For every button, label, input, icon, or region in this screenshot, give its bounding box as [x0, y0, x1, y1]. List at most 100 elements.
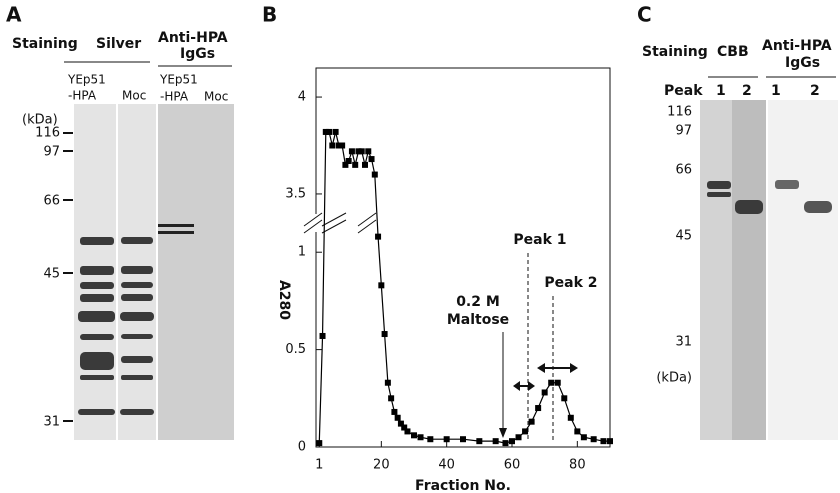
data-point — [391, 408, 398, 415]
panel-letter: A — [6, 3, 22, 27]
data-point — [535, 405, 542, 412]
data-point — [509, 438, 515, 445]
data-point — [607, 438, 613, 445]
data-point — [362, 161, 368, 168]
marker-label: 116 — [35, 126, 60, 141]
lane-label: Moc — [122, 89, 146, 103]
staining-label: Staining — [642, 44, 708, 60]
marker-label: 45 — [43, 267, 60, 282]
unit-label: (kDa) — [22, 113, 58, 128]
data-point — [443, 436, 450, 443]
data-point — [404, 428, 411, 435]
range-arrows — [513, 363, 578, 391]
data-point — [345, 158, 352, 164]
panel-a: A Staining Silver Anti-HPA IgGs YEp51 -H… — [6, 3, 234, 440]
blot-band — [158, 231, 194, 234]
data-point — [332, 128, 339, 135]
gel-bands — [78, 237, 154, 415]
x-tick-label: 40 — [438, 458, 455, 473]
lane-label: -HPA — [160, 90, 189, 104]
y-tick-label: 0.5 — [285, 342, 306, 357]
unit-label: (kDa) — [656, 371, 692, 386]
annotation: Peak 2 — [544, 275, 597, 291]
annotation: Maltose — [447, 312, 509, 328]
marker-label: 116 — [667, 105, 692, 120]
data-point — [554, 379, 561, 386]
lane-label: 2 — [742, 83, 752, 99]
axis-break — [303, 212, 377, 234]
lane-label: YEp51 — [67, 73, 106, 87]
data-point — [394, 414, 401, 421]
y-tick-label: 0 — [298, 440, 306, 455]
data-point — [316, 440, 323, 447]
data-point — [378, 282, 385, 289]
lane-label: 2 — [810, 83, 820, 99]
data-point — [319, 332, 326, 339]
data-point — [492, 438, 499, 445]
data-point — [541, 389, 548, 396]
data-point — [427, 436, 434, 443]
marker-label: 66 — [675, 163, 692, 178]
data-point — [384, 379, 391, 386]
marker-ticks — [63, 132, 73, 422]
data-point — [411, 432, 417, 439]
lane-label: 1 — [771, 83, 781, 99]
blot — [158, 104, 234, 440]
cbb-label: CBB — [717, 44, 749, 60]
anti-hpa-label: Anti-HPA — [762, 38, 832, 54]
x-tick-label: 20 — [373, 458, 390, 473]
arrow-head — [499, 428, 507, 438]
marker-label: 31 — [43, 415, 60, 430]
plot-frame — [315, 67, 611, 448]
data-point — [502, 440, 509, 447]
lane-label: Moc — [204, 90, 228, 104]
anti-hpa-label: Anti-HPA — [158, 30, 228, 46]
panel-c: C Staining CBB Anti-HPA IgGs Peak 1 2 1 … — [637, 3, 838, 440]
data-point — [567, 414, 574, 421]
panel-letter: C — [637, 3, 652, 27]
y-axis-label: A280 — [276, 280, 292, 320]
annotation: 0.2 M — [456, 294, 500, 310]
data-point — [348, 148, 355, 155]
marker-label: 45 — [675, 229, 692, 244]
x-tick-label: 60 — [504, 458, 521, 473]
peak-label: Peak — [664, 83, 703, 99]
anti-hpa-label: IgGs — [785, 55, 820, 71]
data-point — [388, 395, 395, 402]
blot — [768, 100, 838, 440]
y-tick-label: 3.5 — [285, 186, 306, 201]
anti-hpa-label: IgGs — [180, 46, 215, 62]
data-point — [342, 161, 349, 168]
data-point — [522, 428, 529, 435]
data-point — [417, 434, 424, 441]
data-point — [335, 142, 342, 149]
data-point — [548, 379, 555, 386]
lane-label: -HPA — [68, 89, 97, 103]
marker-label: 97 — [43, 145, 60, 160]
panel-b: B Fraction No. A280 0.2 M Maltose Peak 1… — [262, 3, 613, 493]
silver-label: Silver — [96, 36, 141, 52]
annotation: Peak 1 — [513, 232, 566, 248]
blot-band — [158, 224, 194, 227]
data-point — [580, 434, 587, 441]
data-point — [358, 148, 365, 155]
marker-label: 31 — [675, 335, 692, 350]
data-point — [515, 434, 522, 441]
gel-lane — [732, 100, 766, 440]
staining-label: Staining — [12, 36, 78, 52]
panel-letter: B — [262, 3, 277, 27]
data-point — [375, 233, 382, 240]
marker-label: 97 — [675, 124, 692, 139]
lane-label: 1 — [716, 83, 726, 99]
x-tick-label: 1 — [315, 458, 323, 473]
data-point — [368, 156, 375, 163]
marker-label: 66 — [43, 194, 60, 209]
data-point — [401, 424, 408, 431]
data-point — [365, 148, 372, 155]
data-point — [574, 428, 581, 435]
data-point — [600, 438, 607, 445]
data-point — [561, 395, 568, 402]
data-point — [476, 438, 483, 445]
data-point — [339, 142, 346, 149]
